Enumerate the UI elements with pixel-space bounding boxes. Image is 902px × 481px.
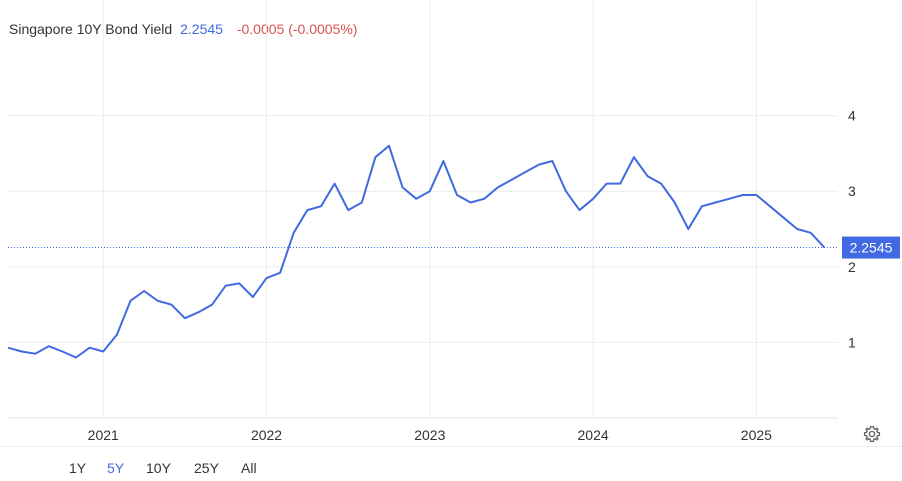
range-button-5y[interactable]: 5Y xyxy=(107,460,125,476)
y-tick-label: 4 xyxy=(848,108,856,124)
x-tick-label: 2023 xyxy=(414,427,445,443)
series-line xyxy=(7,144,826,359)
last-value-tag xyxy=(842,236,900,259)
x-tick-label: 2024 xyxy=(578,427,609,443)
y-tick-label: 2 xyxy=(848,259,856,275)
chart-title: Singapore 10Y Bond Yield xyxy=(9,21,173,37)
x-tick-label: 2022 xyxy=(251,427,282,443)
last-value-label: 2.2545 xyxy=(850,240,893,256)
range-selector: 1Y 5Y 10Y 25Y All xyxy=(0,446,902,481)
x-tick-label: 2025 xyxy=(741,427,772,443)
range-button-1y[interactable]: 1Y xyxy=(69,460,87,476)
y-tick-label: 3 xyxy=(848,183,856,199)
range-button-10y[interactable]: 10Y xyxy=(146,460,171,476)
range-button-25y[interactable]: 25Y xyxy=(194,460,219,476)
yield-chart[interactable]: 1 2 3 4 2021 2022 2023 2024 2025 2.2545 xyxy=(0,0,902,446)
last-price: 2.2545 xyxy=(180,21,223,37)
gear-icon[interactable] xyxy=(862,424,882,444)
x-tick-label: 2021 xyxy=(88,427,119,443)
range-button-all[interactable]: All xyxy=(241,460,257,476)
y-tick-label: 1 xyxy=(848,334,856,350)
